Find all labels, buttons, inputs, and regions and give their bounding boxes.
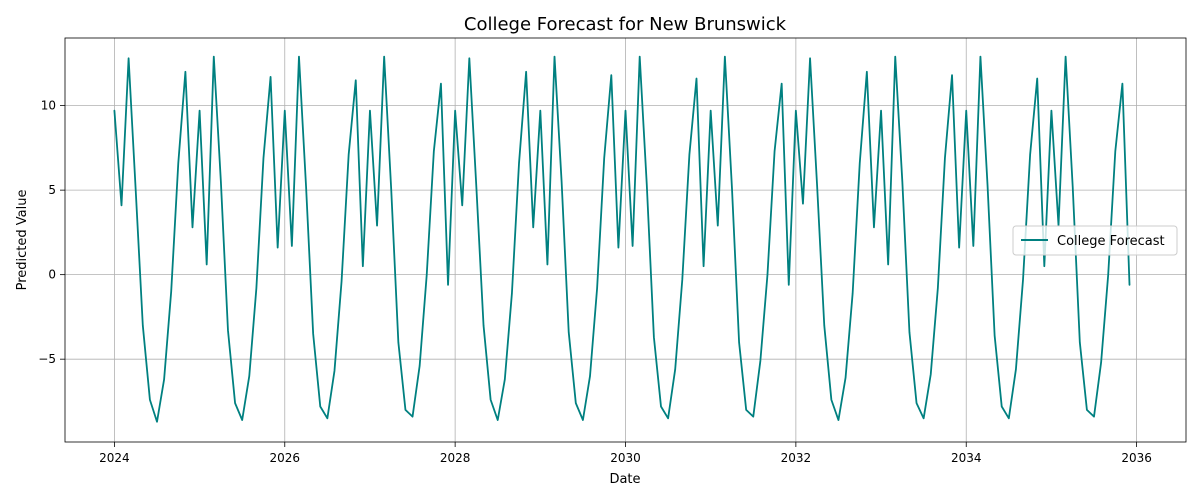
x-tick-label: 2036 xyxy=(1121,451,1152,465)
x-tick-label: 2032 xyxy=(781,451,812,465)
x-tick-label: 2026 xyxy=(269,451,300,465)
y-tick-label: 5 xyxy=(48,183,56,197)
chart-title: College Forecast for New Brunswick xyxy=(464,14,787,35)
y-tick-label: −5 xyxy=(38,352,56,366)
axes xyxy=(60,37,1187,447)
plot-frame xyxy=(64,37,1187,443)
x-tick-label: 2034 xyxy=(951,451,982,465)
x-tick-label: 2024 xyxy=(99,451,130,465)
tick-labels: 2024 2026 2028 2030 2032 2034 2036 −5 0 5 10 xyxy=(38,99,1152,465)
grid-lines xyxy=(65,38,1186,442)
legend: College Forecast xyxy=(1012,225,1178,256)
y-axis-label: Predicted Value xyxy=(15,190,30,291)
y-tick-label: 0 xyxy=(48,268,56,282)
x-tick-label: 2028 xyxy=(440,451,471,465)
x-tick-label: 2030 xyxy=(610,451,641,465)
series-layer xyxy=(113,55,1131,423)
series-line-college-forecast xyxy=(113,55,1131,423)
legend-label-college-forecast: College Forecast xyxy=(1057,234,1165,249)
y-tick-label: 10 xyxy=(41,99,56,113)
legend-box xyxy=(1012,225,1178,256)
x-axis-label: Date xyxy=(609,472,640,487)
